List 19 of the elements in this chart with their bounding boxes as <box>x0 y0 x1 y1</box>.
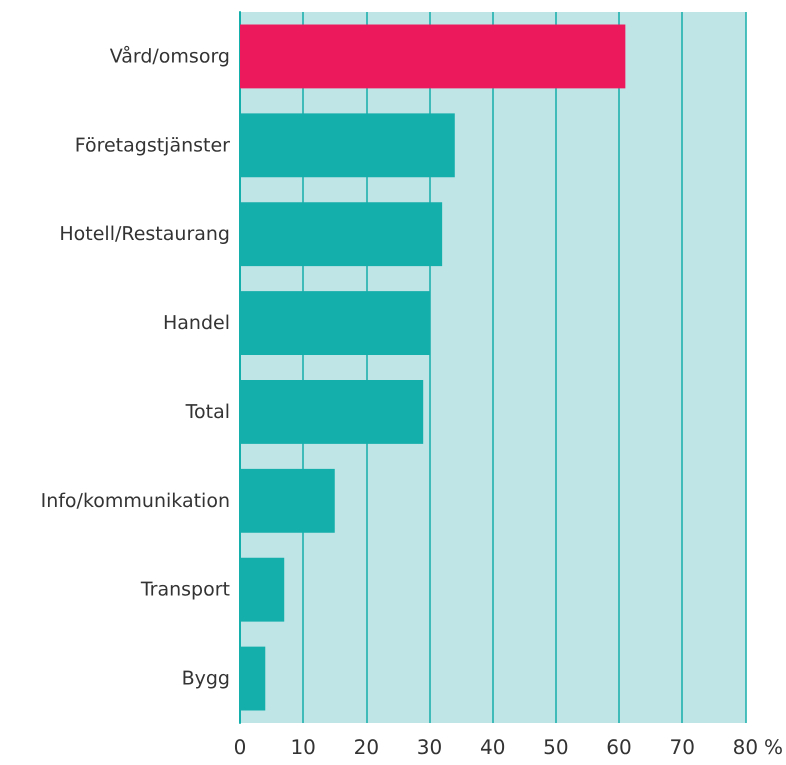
y-tick-label: Total <box>184 400 230 423</box>
x-axis-title: % <box>764 735 784 759</box>
x-tick-label: 20 <box>354 735 380 759</box>
x-tick-label: 30 <box>416 735 442 759</box>
x-tick-label: 50 <box>543 735 569 759</box>
y-tick-label: Hotell/Restaurang <box>59 223 230 246</box>
x-tick-label: 80 <box>732 735 758 759</box>
y-tick-label: Företagstjänster <box>74 134 230 156</box>
x-tick-label: 0 <box>234 735 246 759</box>
y-tick-label: Vård/omsorg <box>110 45 230 68</box>
y-tick-label: Bygg <box>182 668 230 690</box>
x-tick-label: 40 <box>480 735 506 759</box>
x-tick-label: 60 <box>606 735 632 759</box>
y-tick-label: Info/kommunikation <box>40 490 230 512</box>
x-tick-label: 10 <box>290 735 316 759</box>
x-tick-label: 70 <box>669 735 695 759</box>
y-tick-label: Transport <box>140 578 230 601</box>
bar <box>240 24 626 88</box>
y-tick-label: Handel <box>162 312 230 334</box>
